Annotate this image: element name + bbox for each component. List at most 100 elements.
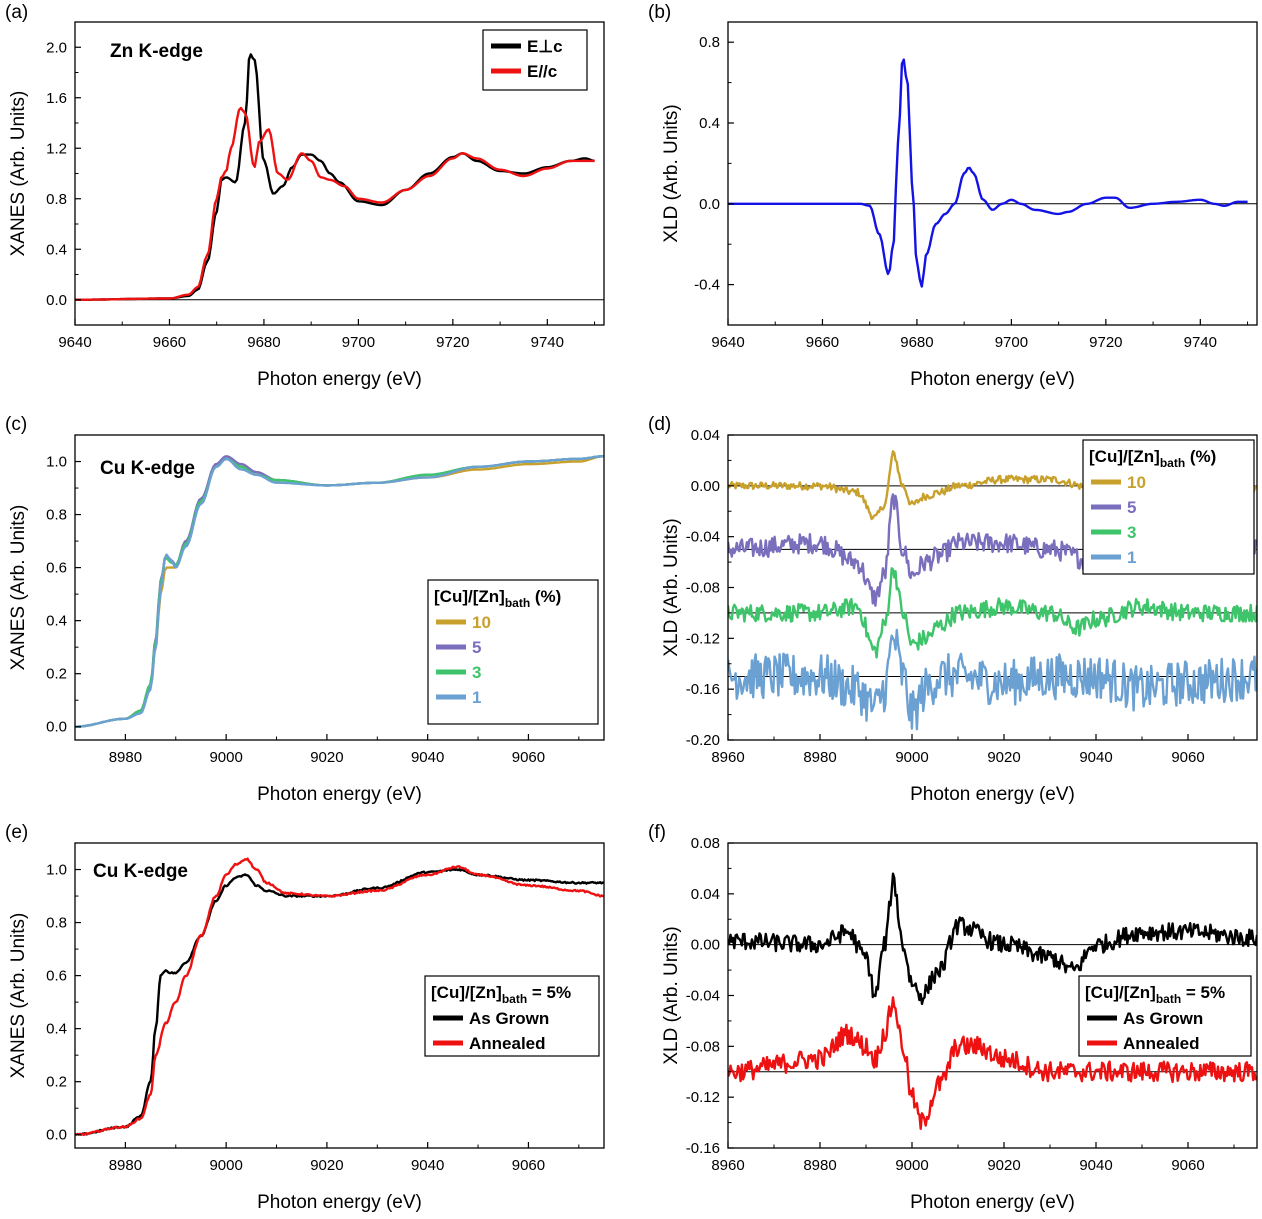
- panel-label: (e): [5, 822, 28, 843]
- x-tick-label: 9640: [58, 334, 91, 351]
- legend-title-tail: = 5%: [1181, 983, 1225, 1002]
- y-tick-label: 0.04: [691, 427, 720, 444]
- edge-label: Zn K-edge: [110, 41, 203, 62]
- y-axis-label: XLD (Arb. Units): [661, 104, 682, 242]
- y-tick-label: 0.8: [46, 191, 67, 208]
- x-tick-label: 9740: [1184, 334, 1217, 351]
- legend-item-label: 3: [472, 663, 481, 682]
- panel-label: (b): [648, 2, 671, 23]
- x-tick-label: 9020: [987, 749, 1020, 766]
- y-tick-label: 1.2: [46, 140, 67, 157]
- x-tick-label: 9020: [310, 1157, 343, 1174]
- legend-item-label: Annealed: [1123, 1034, 1200, 1053]
- y-tick-label: 0.8: [46, 915, 67, 932]
- x-axis-label: Photon energy (eV): [910, 1192, 1075, 1213]
- series-line: [75, 455, 604, 728]
- x-tick-label: 9680: [247, 334, 280, 351]
- x-tick-label: 9000: [209, 1157, 242, 1174]
- y-tick-label: -0.16: [686, 1140, 720, 1157]
- legend-item-label: Annealed: [469, 1034, 546, 1053]
- x-axis-label: Photon energy (eV): [257, 784, 422, 805]
- y-axis-label: XANES (Arb. Units): [8, 91, 29, 257]
- y-axis-label: XANES (Arb. Units): [8, 913, 29, 1079]
- panel-e: 8980 9000 9020 9040 9060 0.0 0.2 0.4 0.6 0.8 1.0 Ph…: [5, 822, 605, 1213]
- legend-title-subscript: bath: [1156, 992, 1181, 1006]
- y-tick-label: -0.12: [686, 630, 720, 647]
- edge-label: Cu K-edge: [100, 458, 195, 479]
- y-tick-label: -0.08: [686, 580, 720, 597]
- panel-f: 8960 8980 9000 9020 9040 9060 -0.16 -0.12 -0.08 -…: [648, 822, 1258, 1213]
- series-line: [728, 996, 1257, 1131]
- x-tick-label: 9700: [995, 334, 1028, 351]
- y-tick-label: 1.0: [46, 862, 67, 879]
- y-axis-label: XLD (Arb. Units): [661, 518, 682, 656]
- x-tick-label: 9040: [1079, 1157, 1112, 1174]
- x-axis-label: Photon energy (eV): [257, 369, 422, 390]
- legend-item-label: As Grown: [1123, 1009, 1203, 1028]
- panel-label: (a): [5, 2, 28, 23]
- y-axis-label: XANES (Arb. Units): [8, 505, 29, 671]
- panel-b: 9640 9660 9680 9700 9720 9740 -0.4 0.0 0.4 0.8 Pho…: [648, 2, 1258, 390]
- y-tick-label: -0.16: [686, 681, 720, 698]
- panel-label: (d): [648, 414, 671, 435]
- y-tick-label: 0.4: [46, 1021, 67, 1038]
- x-tick-label: 9060: [1171, 1157, 1204, 1174]
- y-tick-label: 0.0: [699, 196, 720, 213]
- x-axis-label: Photon energy (eV): [257, 1192, 422, 1213]
- series-line: [75, 106, 595, 301]
- legend-title-main: [Cu]/[Zn]: [434, 587, 505, 606]
- edge-label: Cu K-edge: [93, 861, 188, 882]
- x-tick-label: 8980: [803, 1157, 836, 1174]
- y-tick-label: -0.04: [686, 529, 720, 546]
- x-tick-label: 9060: [1171, 749, 1204, 766]
- x-tick-label: 9720: [1089, 334, 1122, 351]
- legend-box: [482, 29, 588, 91]
- panel-a: 9640 9660 9680 9700 9720 9740 0.0 0.4 0.8 1.2 1.6 2…: [5, 2, 605, 390]
- y-tick-label: 0.0: [46, 292, 67, 309]
- legend-title-main: [Cu]/[Zn]: [1085, 983, 1156, 1002]
- panel-c: 8980 9000 9020 9040 9060 0.0 0.2 0.4 0.6 0.8 1.0 Ph…: [5, 414, 605, 805]
- y-tick-label: 0.08: [691, 835, 720, 852]
- plot-frame: [74, 842, 605, 1149]
- y-tick-label: 0.2: [46, 666, 67, 683]
- legend-title: [Cu]/[Zn]bath = 5%: [431, 983, 571, 1006]
- x-tick-label: 8980: [803, 749, 836, 766]
- y-tick-label: 0.2: [46, 1074, 67, 1091]
- series-line: [728, 628, 1257, 731]
- y-tick-label: 0.6: [46, 560, 67, 577]
- legend-item-label: As Grown: [469, 1009, 549, 1028]
- legend-title-subscript: bath: [505, 596, 530, 610]
- legend-title: [Cu]/[Zn]bath (%): [1089, 447, 1216, 470]
- y-tick-label: -0.4: [694, 277, 720, 294]
- x-tick-label: 9680: [900, 334, 933, 351]
- legend: E⊥c E//c: [482, 29, 588, 91]
- legend-item-label: 5: [1127, 498, 1136, 517]
- x-tick-label: 9720: [436, 334, 469, 351]
- y-tick-label: 0.6: [46, 968, 67, 985]
- legend-title-main: [Cu]/[Zn]: [1089, 447, 1160, 466]
- y-tick-label: -0.08: [686, 1038, 720, 1055]
- x-tick-label: 9040: [411, 749, 444, 766]
- y-tick-label: 1.0: [46, 454, 67, 471]
- x-tick-label: 9060: [512, 749, 545, 766]
- panel-label: (f): [648, 822, 666, 843]
- x-axis-label: Photon energy (eV): [910, 369, 1075, 390]
- x-tick-label: 9000: [895, 749, 928, 766]
- y-tick-label: 0.4: [46, 613, 67, 630]
- y-tick-label: -0.20: [686, 732, 720, 749]
- y-tick-label: 0.00: [691, 937, 720, 954]
- y-tick-label: 0.0: [46, 719, 67, 736]
- x-tick-label: 8960: [711, 749, 744, 766]
- x-tick-label: 9640: [711, 334, 744, 351]
- x-tick-label: 8980: [109, 1157, 142, 1174]
- legend: [Cu]/[Zn]bath (%) 10 5 3 1: [427, 579, 599, 725]
- series-line: [728, 567, 1257, 659]
- x-tick-label: 9660: [806, 334, 839, 351]
- legend-title-tail: (%): [530, 587, 561, 606]
- legend: [Cu]/[Zn]bath = 5% As Grown Annealed: [424, 975, 600, 1057]
- panel-label: (c): [5, 414, 27, 435]
- legend-item-label: E//c: [527, 62, 557, 81]
- x-tick-label: 9000: [209, 749, 242, 766]
- y-tick-label: 0.04: [691, 886, 720, 903]
